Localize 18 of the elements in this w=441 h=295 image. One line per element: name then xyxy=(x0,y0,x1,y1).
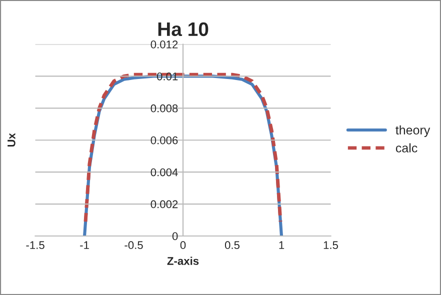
legend-label: calc xyxy=(396,143,418,152)
x-tick-label: 1 xyxy=(279,241,284,249)
y-tick-label: 0.002 xyxy=(150,200,178,208)
y-tick-label: 0.004 xyxy=(150,168,178,176)
y-tick-label: 0.012 xyxy=(150,40,178,48)
x-tick-label: -1 xyxy=(80,241,89,249)
y-axis-title: Ux xyxy=(8,133,16,147)
x-axis-title: Z-axis xyxy=(167,256,199,265)
legend-label: theory xyxy=(396,125,430,137)
x-tick-label: 1.5 xyxy=(324,241,338,250)
y-tick-label: 0.006 xyxy=(150,136,178,144)
y-tick-label: 0 xyxy=(172,232,178,240)
x-tick-label: -0.5 xyxy=(124,241,143,250)
y-tick-label: 0.008 xyxy=(150,104,178,112)
x-tick-label: 0.5 xyxy=(224,241,240,250)
x-tick-label: -1.5 xyxy=(26,241,44,250)
x-tick-label: 0 xyxy=(180,241,186,250)
chart-title: Ha 10 xyxy=(158,22,208,36)
